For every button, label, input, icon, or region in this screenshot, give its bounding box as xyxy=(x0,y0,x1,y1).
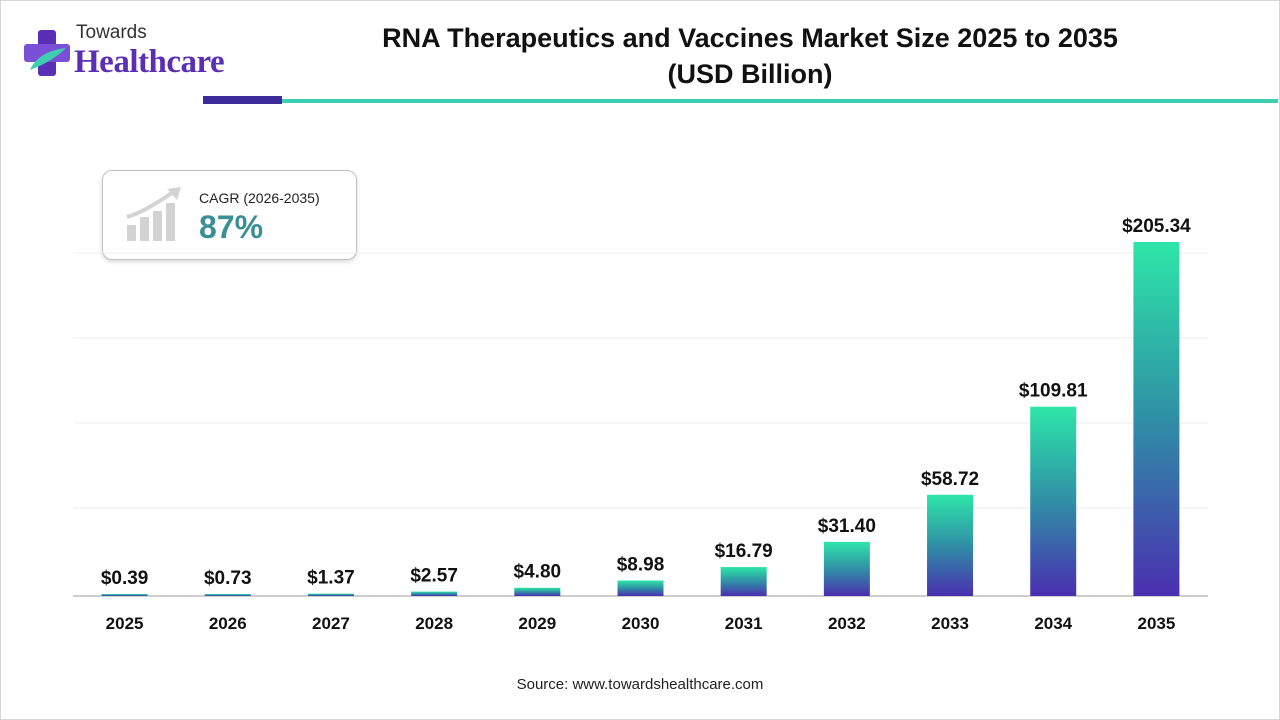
x-tick-2028: 2028 xyxy=(415,614,453,633)
bar-2027 xyxy=(307,593,354,596)
bar-2028 xyxy=(411,591,458,596)
cagr-callout: CAGR (2026-2035) 87% xyxy=(102,170,357,260)
bar-2031 xyxy=(720,567,767,596)
x-tick-2034: 2034 xyxy=(1034,614,1072,633)
bar-2033 xyxy=(927,494,974,596)
bar-2032 xyxy=(823,541,870,596)
value-label-2029: $4.80 xyxy=(514,562,562,583)
bar-2029 xyxy=(514,587,561,596)
bar-2026 xyxy=(204,594,251,596)
x-tick-2027: 2027 xyxy=(312,614,350,633)
x-tick-2026: 2026 xyxy=(209,614,247,633)
x-tick-2029: 2029 xyxy=(518,614,556,633)
value-label-2025: $0.39 xyxy=(101,568,149,589)
growth-chart-icon xyxy=(126,187,181,241)
bar-2034 xyxy=(1030,406,1077,596)
bar-2035 xyxy=(1133,242,1180,596)
bar-2030 xyxy=(617,580,664,596)
chart-title-line1: RNA Therapeutics and Vaccines Market Siz… xyxy=(382,23,1118,53)
x-tick-2032: 2032 xyxy=(828,614,866,633)
value-label-2031: $16.79 xyxy=(715,541,773,562)
x-tick-2035: 2035 xyxy=(1137,614,1175,633)
cagr-value: 87% xyxy=(199,209,264,245)
value-label-2028: $2.57 xyxy=(410,566,458,587)
value-label-2035: $205.34 xyxy=(1122,216,1191,237)
value-label-2034: $109.81 xyxy=(1019,381,1088,402)
value-label-2026: $0.73 xyxy=(204,568,252,589)
value-label-2030: $8.98 xyxy=(617,555,665,576)
medical-cross-logo-icon xyxy=(24,30,70,76)
x-tick-2033: 2033 xyxy=(931,614,969,633)
title-underline xyxy=(282,99,1278,103)
value-label-2032: $31.40 xyxy=(818,516,876,537)
x-tick-2031: 2031 xyxy=(725,614,763,633)
x-tick-2025: 2025 xyxy=(106,614,144,633)
brand-logo: Towards Healthcare xyxy=(20,18,250,88)
chart-title-line2: (USD Billion) xyxy=(667,59,833,89)
cagr-label: CAGR (2026-2035) xyxy=(199,190,320,206)
bar-2025 xyxy=(101,594,148,596)
title-underline-accent xyxy=(203,96,282,104)
value-label-2033: $58.72 xyxy=(921,469,979,490)
chart-title: RNA Therapeutics and Vaccines Market Siz… xyxy=(330,20,1170,92)
source-note: Source: www.towardshealthcare.com xyxy=(516,676,764,693)
value-label-2027: $1.37 xyxy=(307,568,355,589)
brand-name-line2: Healthcare xyxy=(74,44,225,80)
brand-name-line1: Towards xyxy=(76,22,147,43)
x-tick-2030: 2030 xyxy=(622,614,660,633)
